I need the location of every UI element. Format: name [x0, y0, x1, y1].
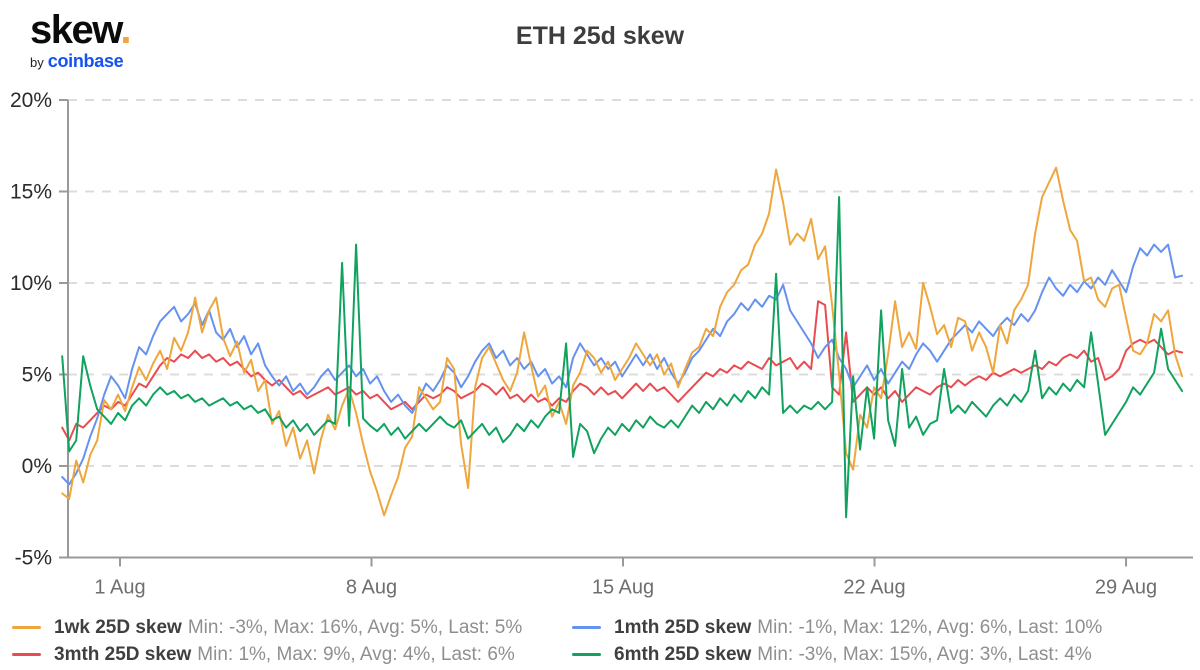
series-line-1mth-25d-skew[interactable] — [61, 243, 1184, 486]
legend-series-name: 3mth 25D skew — [54, 643, 192, 665]
y-axis-tick-label: 10% — [10, 272, 52, 295]
logo-text: skew — [30, 8, 122, 52]
series-line-3mth-25d-skew[interactable] — [61, 300, 1184, 442]
logo-byline: by coinbase — [30, 52, 130, 71]
series-line-6mth-25d-skew[interactable] — [61, 196, 1184, 519]
legend-series-stats: Min: -1%, Max: 12%, Avg: 6%, Last: 10% — [757, 616, 1103, 638]
legend-swatch-icon — [12, 653, 41, 656]
legend-item-1mth-25d-skew[interactable]: 1mth 25D skew Min: -1%, Max: 12%, Avg: 6%… — [572, 617, 1102, 639]
legend-series-stats: Min: 1%, Max: 9%, Avg: 4%, Last: 6% — [197, 643, 515, 665]
y-axis-tick-label: 5% — [22, 364, 52, 387]
legend-item-6mth-25d-skew[interactable]: 6mth 25D skew Min: -3%, Max: 15%, Avg: 3%… — [572, 644, 1102, 666]
chart-title: ETH 25d skew — [515, 22, 685, 50]
legend-swatch-icon — [572, 653, 601, 656]
series-line-1wk-25d-skew[interactable] — [61, 166, 1184, 517]
x-axis-tick-label: 22 Aug — [843, 577, 905, 599]
skew-line-chart: -5% 0% 5% 10% 15% 20% 1 Aug 8 Aug 15 Aug 22 Aug 29… — [10, 89, 1193, 599]
legend-series-stats: Min: -3%, Max: 16%, Avg: 5%, Last: 5% — [187, 616, 523, 638]
y-axis-tick-label: 15% — [10, 181, 52, 204]
y-axis-tick-label: 0% — [22, 455, 52, 478]
x-axis-tick-label: 29 Aug — [1095, 577, 1157, 599]
legend-series-name: 1mth 25D skew — [614, 616, 752, 638]
chart-legend: 1wk 25D skew Min: -3%, Max: 16%, Avg: 5%,… — [12, 614, 1102, 668]
legend-series-stats: Min: -3%, Max: 15%, Avg: 3%, Last: 4% — [757, 643, 1092, 665]
legend-swatch-icon — [12, 626, 41, 629]
y-axis-tick-label: -5% — [15, 547, 52, 570]
legend-series-name: 1wk 25D skew — [54, 616, 182, 638]
x-axis-tick-label: 8 Aug — [346, 577, 397, 599]
legend-series-name: 6mth 25D skew — [614, 643, 752, 665]
x-axis-tick-label: 1 Aug — [94, 577, 145, 599]
legend-item-3mth-25d-skew[interactable]: 3mth 25D skew Min: 1%, Max: 9%, Avg: 4%, … — [12, 644, 572, 666]
legend-swatch-icon — [572, 626, 601, 629]
y-axis-tick-label: 20% — [10, 89, 52, 112]
axis-lines — [67, 100, 1193, 559]
x-axis-tick-label: 15 Aug — [592, 577, 654, 599]
logo-dot-icon: . — [120, 8, 131, 52]
logo-wordmark: skew. — [30, 8, 131, 52]
byline-by: by — [30, 55, 44, 70]
skew-logo[interactable]: skew. by coinbase — [30, 8, 131, 71]
legend-item-1wk-25d-skew[interactable]: 1wk 25D skew Min: -3%, Max: 16%, Avg: 5%,… — [12, 617, 572, 639]
coinbase-brand: coinbase — [47, 51, 124, 71]
